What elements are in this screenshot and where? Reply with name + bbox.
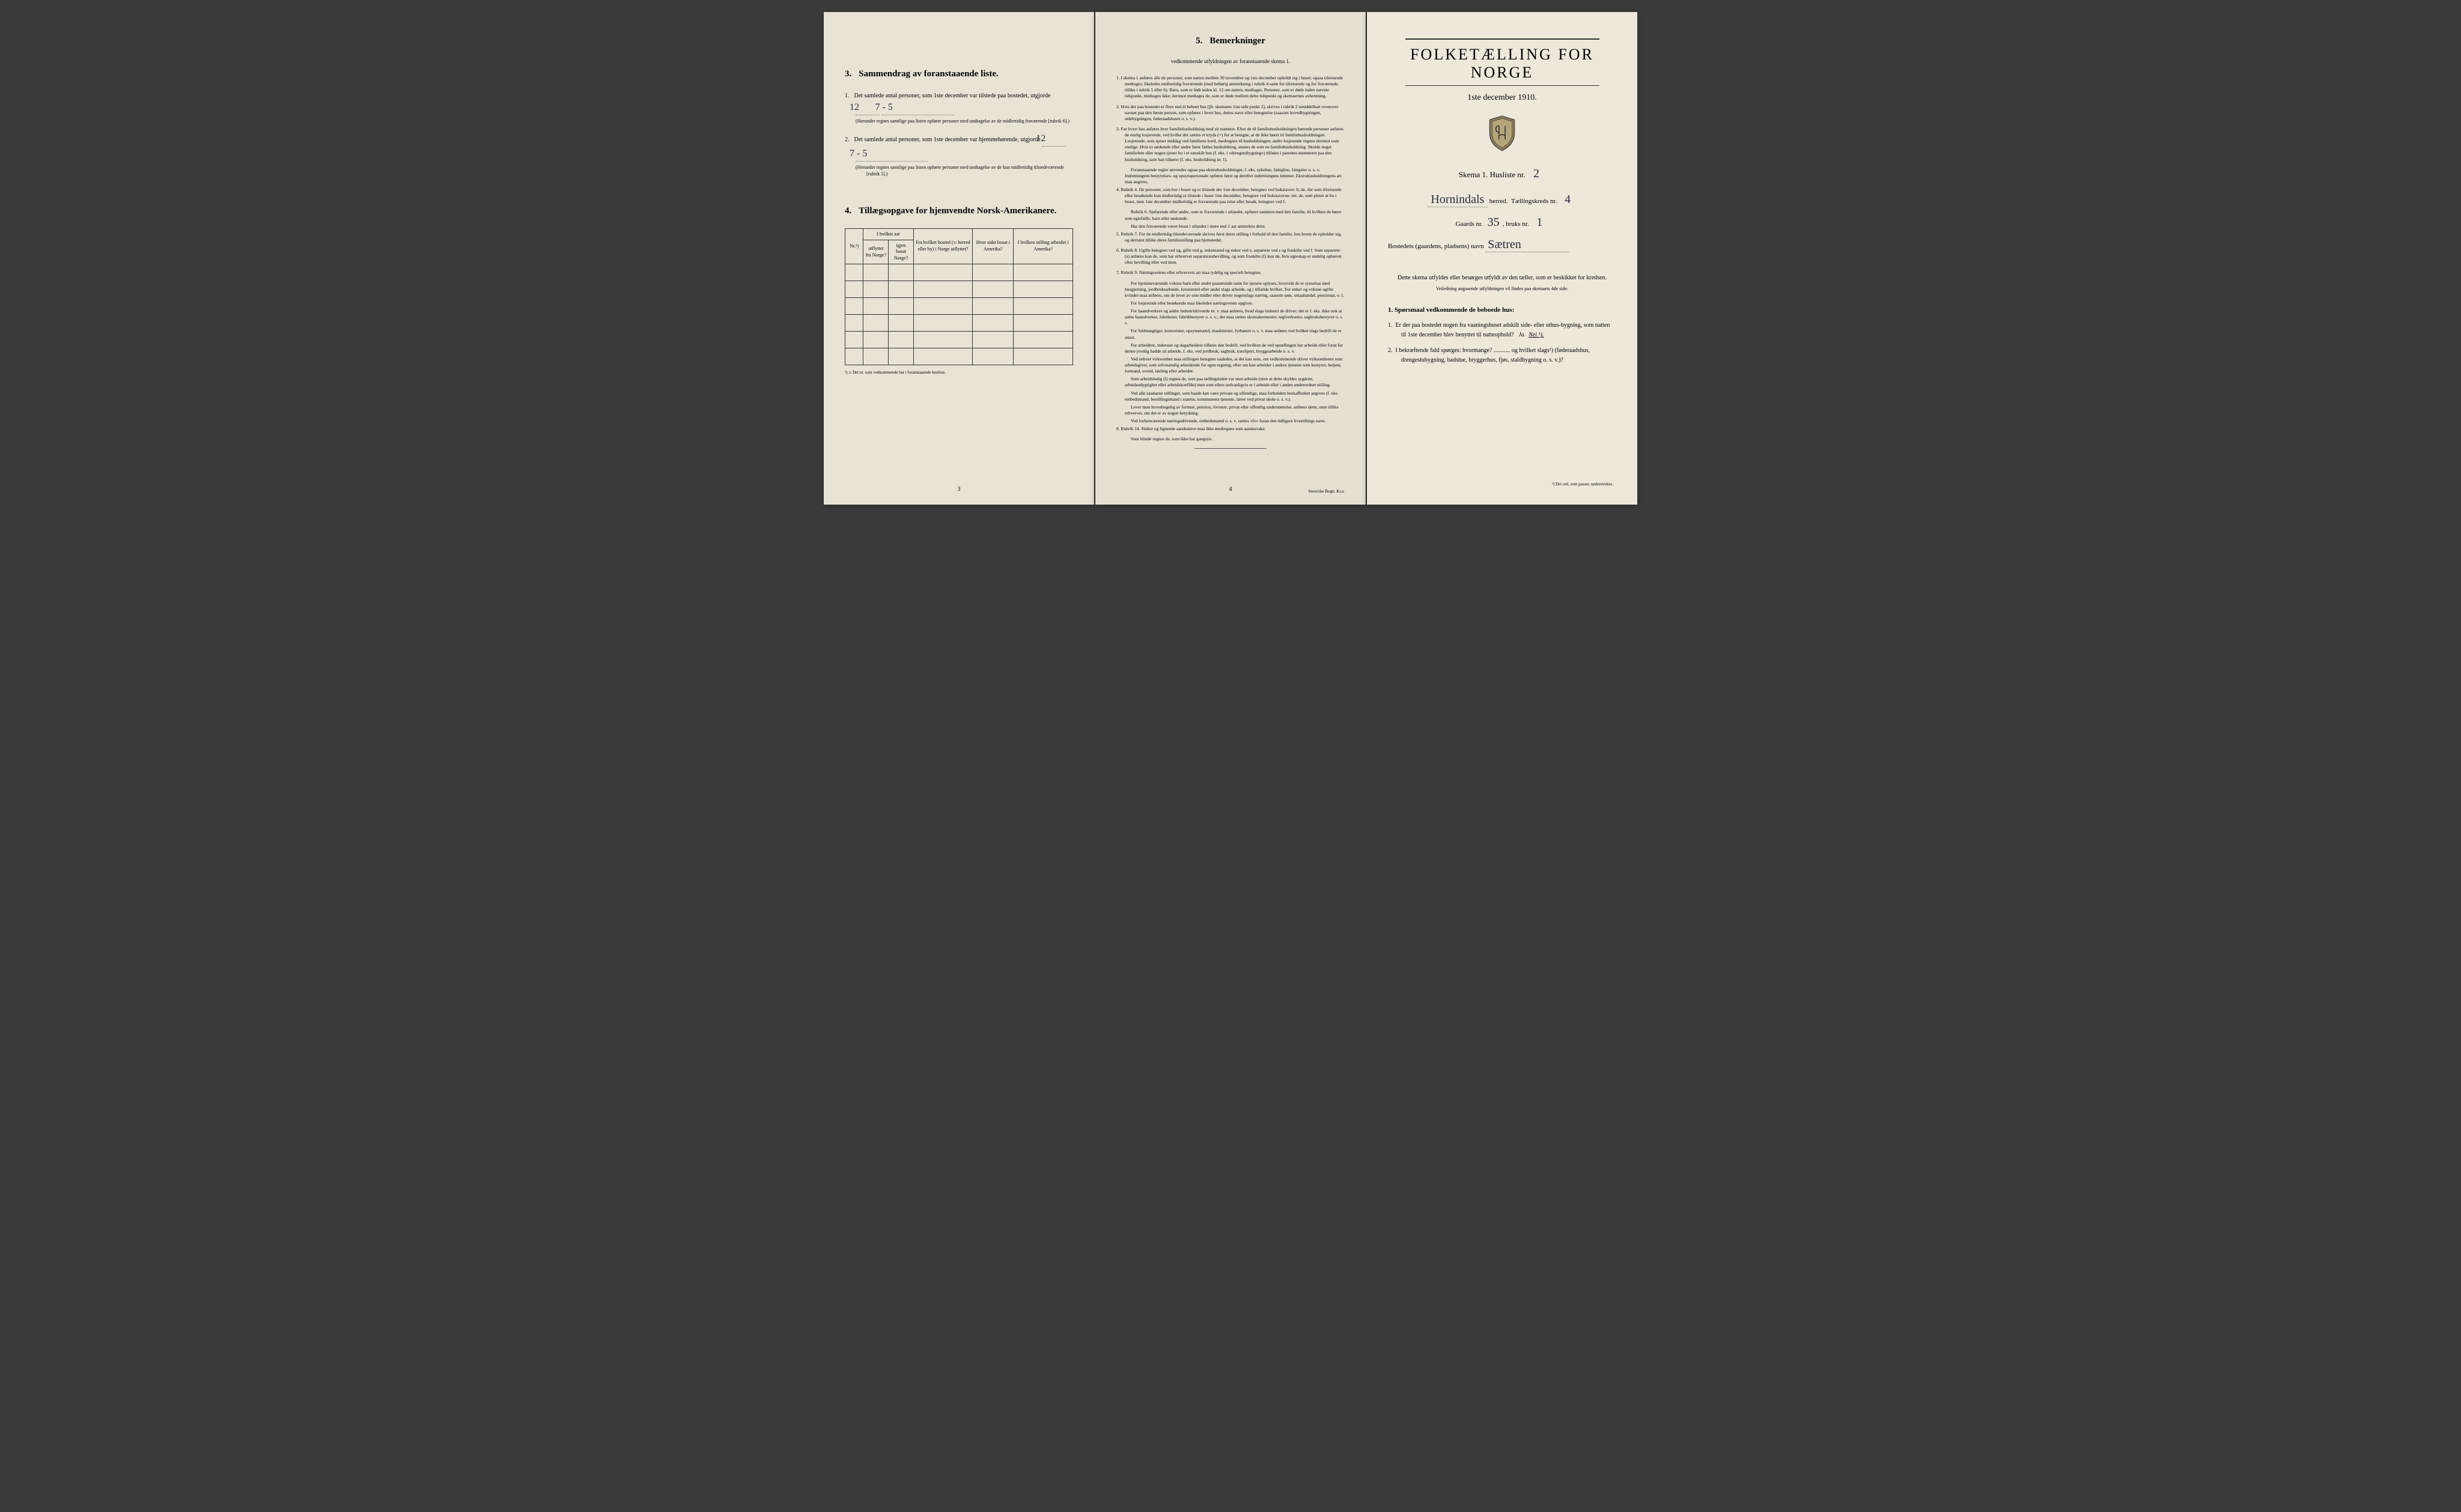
remark-item: Har den fraværende været bosat i utlande…	[1116, 223, 1345, 229]
th-amerika: Hvor sidst bosat i Amerika?	[973, 228, 1014, 264]
footnote-understrekes: ¹) Det ord, som passer, understrekes.	[1552, 482, 1613, 487]
coat-of-arms	[1388, 115, 1616, 155]
main-title: FOLKETÆLLING FOR NORGE	[1388, 46, 1616, 82]
table-row	[845, 298, 1073, 315]
table-row	[845, 281, 1073, 298]
question-2: 2. I bekræftende fald spørges: hvormange…	[1388, 346, 1616, 365]
handwritten-total-2b: 7 - 5	[856, 147, 928, 162]
norsk-amerikanere-table: Nr.¹) I hvilket aar Fra hvilket bosted (…	[845, 228, 1073, 375]
page-number-3: 3	[958, 486, 961, 493]
page-left: 3.Sammendrag av foranstaaende liste. 1.D…	[824, 12, 1094, 505]
title-rule-bottom	[1405, 85, 1599, 86]
table-row	[845, 264, 1073, 281]
remark-item: 5. Rubrik 7. For de midlertidig tilstede…	[1116, 231, 1345, 243]
handwritten-total-1b: 7 - 5	[881, 100, 954, 115]
remark-item: Lever man hovedsagelig av formue, pensio…	[1116, 404, 1345, 416]
question-1: 1. Er der paa bostedet nogen fra vaaning…	[1388, 321, 1616, 340]
th-bosted: Fra hvilket bosted (ↄ: herred eller by) …	[913, 228, 973, 264]
table-row	[845, 348, 1073, 365]
th-nr: Nr.¹)	[845, 228, 863, 264]
summary-item-2: 2.Det samlede antal personer, som 1ste d…	[845, 132, 1073, 177]
remarks-list: 1. I skema 1 anføres alle de personer, s…	[1116, 75, 1345, 442]
table-footnote: ¹) ↄ: Det nr. som vedkommende har i fora…	[845, 370, 1073, 375]
section-5-title: 5.Bemerkninger	[1116, 36, 1345, 46]
handwritten-total-2a: 12	[1042, 132, 1066, 147]
page-middle: 5.Bemerkninger vedkommende utfyldningen …	[1095, 12, 1366, 505]
remark-item: Foranstaaende regler anvendes ogsaa paa …	[1116, 167, 1345, 185]
remark-item: For haandverkere og andre industridriven…	[1116, 308, 1345, 326]
remark-item: Rubrik 6. Sjøfarende eller andre, som er…	[1116, 209, 1345, 221]
skema-line: Skema 1. Husliste nr. 2	[1388, 167, 1616, 181]
page-number-4: 4	[1229, 486, 1232, 493]
answer-nei-underlined: Nei ¹).	[1529, 332, 1544, 338]
remark-item: 7. Rubrik 9. Næringsveiens eller erhverv…	[1116, 270, 1345, 276]
handwritten-gaards: 35	[1485, 216, 1503, 229]
remark-item: For hjemmeværende voksne barn eller andr…	[1116, 281, 1345, 299]
summary-item-1: 1.Det samlede antal personer, som 1ste d…	[845, 91, 1073, 124]
handwritten-bosted: Sætren	[1488, 238, 1521, 252]
th-stilling: I hvilken stilling arbeidet i Amerika?	[1014, 228, 1073, 264]
remark-item: 4. Rubrik 4. De personer, som bor i huse…	[1116, 187, 1345, 205]
remark-item: Ved enhver virksomhet maa stillingen bet…	[1116, 356, 1345, 374]
remark-item: For losjerende eller besøkende maa likel…	[1116, 300, 1345, 306]
herred-line: Hornindals herred. Tællingskreds nr. 4	[1388, 193, 1616, 207]
table-row	[845, 315, 1073, 332]
remark-item: 6. Rubrik 8. Ugifte betegnes ved ug, gif…	[1116, 247, 1345, 266]
section-5-subtitle: vedkommende utfyldningen av foranstaaend…	[1116, 58, 1345, 64]
title-rule-top	[1405, 38, 1599, 40]
question-header: 1. Spørsmaal vedkommende de beboede hus:	[1388, 306, 1616, 314]
remark-item: Som blinde regnes de, som ikke har gangs…	[1116, 436, 1345, 442]
fine-print-2: (Herunder regnes samtlige paa listen opf…	[866, 164, 1073, 177]
handwritten-kreds: 4	[1559, 193, 1577, 207]
section-3-title: 3.Sammendrag av foranstaaende liste.	[845, 69, 1073, 79]
handwritten-bruks: 1	[1530, 216, 1548, 229]
remark-item: For arbeidere, inderster og dagarbeidere…	[1116, 342, 1345, 354]
gaards-line: Gaards nr. 35, bruks nr. 1	[1388, 216, 1616, 229]
table-row	[845, 332, 1073, 348]
bosted-line: Bostedets (gaardens, pladsens) navn Sætr…	[1388, 238, 1616, 252]
fine-print-1: (Herunder regnes samtlige paa listen opf…	[866, 118, 1073, 124]
th-igjen: igjen bosat Norge?	[889, 240, 913, 264]
th-aar: I hvilket aar	[863, 228, 913, 240]
census-date: 1ste december 1910.	[1388, 93, 1616, 103]
remark-item: 8. Rubrik 14. Sinker og lignende aandssl…	[1116, 426, 1345, 432]
remark-item: Som arbeidsledig (l) regnes de, som paa …	[1116, 376, 1345, 388]
handwritten-husliste-nr: 2	[1527, 167, 1545, 181]
th-utflyttet: utflyttet fra Norge?	[863, 240, 889, 264]
handwritten-herred: Hornindals	[1431, 193, 1484, 207]
section-4-title: 4.Tillægsopgave for hjemvendte Norsk-Ame…	[845, 206, 1073, 216]
remark-item: For fuldmægtiger, kontorister, opsynsmæn…	[1116, 328, 1345, 340]
instructions-sub: Veiledning angaaende utfyldningen vil fi…	[1388, 286, 1616, 291]
remark-item: 2. Hvis der paa bostedet er flere end ét…	[1116, 104, 1345, 122]
document-spread: 3.Sammendrag av foranstaaende liste. 1.D…	[824, 12, 1637, 505]
page-right: FOLKETÆLLING FOR NORGE 1ste december 191…	[1367, 12, 1637, 505]
remark-item: 1. I skema 1 anføres alle de personer, s…	[1116, 75, 1345, 100]
remark-item: 3. For hvert hus anføres hver familiehus…	[1116, 126, 1345, 163]
remark-item: Ved forhenværende næringsdrivende, embed…	[1116, 418, 1345, 424]
divider-line	[1194, 448, 1267, 449]
instructions-text: Dette skema utfyldes eller besørges utfy…	[1388, 273, 1616, 282]
remark-item: Ved alle saadanne stillinger, som baade …	[1116, 390, 1345, 402]
printer-credit: Steen'ske Bogtr. Kr.a.	[1308, 489, 1345, 494]
